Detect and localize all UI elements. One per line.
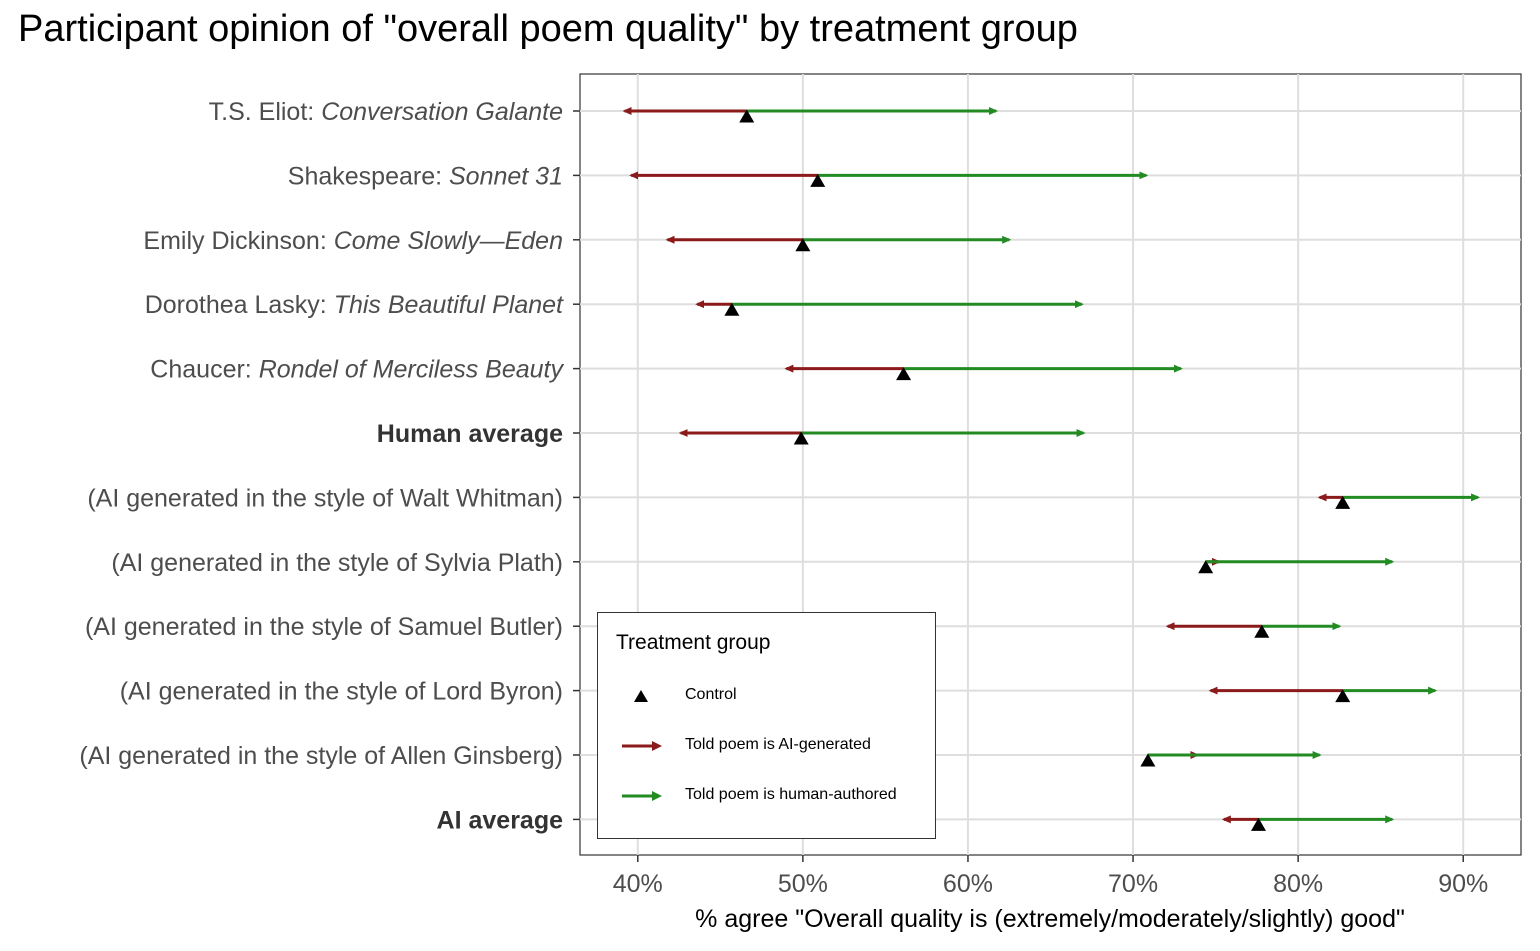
y-tick-label: (AI generated in the style of Sylvia Pla…: [111, 549, 563, 577]
legend-label-ai-generated: Told poem is AI-generated: [685, 736, 871, 753]
y-tick-label: Emily Dickinson: Come Slowly—Eden: [143, 227, 563, 255]
y-tick-label: T.S. Eliot: Conversation Galante: [209, 98, 563, 126]
y-tick-label: Chaucer: Rondel of Merciless Beauty: [150, 356, 564, 384]
control-point: [793, 431, 809, 445]
x-tick-label: 80%: [1273, 870, 1323, 898]
control-triangle-icon: [634, 690, 648, 702]
chart-title: Participant opinion of "overall poem qua…: [18, 8, 1078, 50]
legend-item-ai-generated: Told poem is AI-generated: [598, 731, 935, 761]
y-tick-label: Dorothea Lasky: This Beautiful Planet: [145, 291, 564, 319]
control-point: [810, 173, 826, 187]
x-axis-title: % agree "Overall quality is (extremely/m…: [695, 905, 1405, 933]
legend-label-control: Control: [685, 686, 737, 703]
control-point: [724, 302, 740, 316]
y-tick-label: Shakespeare: Sonnet 31: [288, 162, 563, 190]
control-point: [1251, 817, 1267, 831]
legend: Treatment group Control Told poem is AI-…: [597, 612, 936, 839]
y-tick-label: (AI generated in the style of Walt Whitm…: [87, 484, 563, 512]
x-tick-label: 50%: [778, 870, 828, 898]
red-arrow-icon: [622, 741, 662, 751]
legend-item-control: Control: [598, 681, 935, 711]
y-tick-label: (AI generated in the style of Samuel But…: [85, 613, 563, 641]
control-point: [1335, 689, 1351, 703]
control-point: [1335, 495, 1351, 509]
x-tick-label: 60%: [943, 870, 993, 898]
control-point: [739, 109, 755, 123]
control-point: [1254, 624, 1270, 638]
control-point: [896, 367, 912, 381]
x-tick-label: 90%: [1438, 870, 1488, 898]
green-arrow-icon: [622, 791, 662, 801]
control-point: [1140, 753, 1156, 767]
x-tick-label: 70%: [1108, 870, 1158, 898]
legend-label-human-authored: Told poem is human-authored: [685, 786, 897, 803]
y-tick-label: (AI generated in the style of Lord Byron…: [120, 678, 563, 706]
legend-item-human-authored: Told poem is human-authored: [598, 781, 935, 811]
x-tick-label: 40%: [613, 870, 663, 898]
y-tick-label: AI average: [437, 806, 564, 834]
control-point: [1198, 560, 1214, 574]
legend-title: Treatment group: [616, 631, 771, 654]
control-point: [795, 238, 811, 252]
y-tick-label: (AI generated in the style of Allen Gins…: [79, 742, 563, 770]
y-tick-label: Human average: [377, 420, 563, 448]
